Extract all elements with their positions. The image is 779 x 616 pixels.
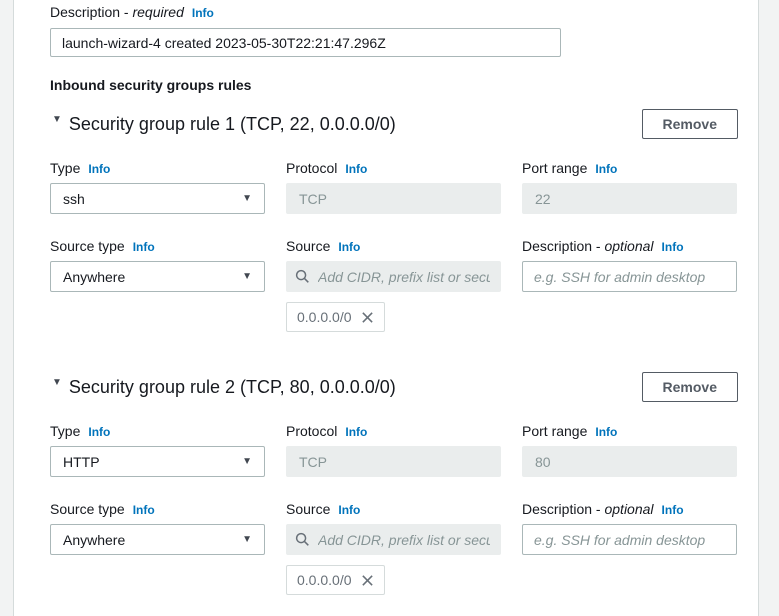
port-range-label: Port range xyxy=(522,160,588,176)
search-icon xyxy=(295,269,309,283)
security-group-rule-1-section: ▼ Security group rule 1 (TCP, 22, 0.0.0.… xyxy=(50,109,738,332)
protocol-field: Protocol Info xyxy=(286,424,501,477)
port-range-field: Port range Info xyxy=(522,161,737,214)
description-required-label-row: Description - required Info xyxy=(50,5,738,19)
protocol-input xyxy=(286,446,501,477)
protocol-label: Protocol xyxy=(286,160,338,176)
source-type-field: Source type Info Anywhere ▼ xyxy=(50,239,265,292)
type-select-value: HTTP xyxy=(63,453,100,470)
rule-description-input[interactable] xyxy=(522,261,737,292)
source-type-info-link[interactable]: Info xyxy=(132,240,155,254)
source-type-select[interactable]: Anywhere ▼ xyxy=(50,261,265,292)
source-search-box[interactable] xyxy=(286,261,501,292)
type-label: Type xyxy=(50,160,81,176)
source-field: Source Info 0.0.0.0/0 xyxy=(286,239,501,332)
chevron-down-icon: ▼ xyxy=(242,193,252,204)
protocol-field: Protocol Info xyxy=(286,161,501,214)
security-group-settings-panel: Description - required Info Inbound secu… xyxy=(13,0,759,616)
source-info-link[interactable]: Info xyxy=(338,240,361,254)
remove-chip-icon[interactable] xyxy=(361,311,374,324)
type-info-link[interactable]: Info xyxy=(88,162,111,176)
source-field: Source Info 0.0.0.0/0 xyxy=(286,502,501,595)
remove-chip-icon[interactable] xyxy=(361,574,374,587)
rule-1-expander[interactable]: ▼ Security group rule 1 (TCP, 22, 0.0.0.… xyxy=(50,113,396,135)
protocol-input xyxy=(286,183,501,214)
chip-value: 0.0.0.0/0 xyxy=(297,309,352,325)
source-cidr-chip: 0.0.0.0/0 xyxy=(286,565,385,595)
source-type-label: Source type xyxy=(50,238,125,254)
source-search-box[interactable] xyxy=(286,524,501,555)
optional-text: optional xyxy=(604,238,654,254)
type-select[interactable]: HTTP ▼ xyxy=(50,446,265,477)
type-select[interactable]: ssh ▼ xyxy=(50,183,265,214)
source-label: Source xyxy=(286,501,331,517)
type-field: Type Info HTTP ▼ xyxy=(50,424,265,477)
source-type-select[interactable]: Anywhere ▼ xyxy=(50,524,265,555)
rule-description-info-link[interactable]: Info xyxy=(661,503,684,517)
source-type-label: Source type xyxy=(50,501,125,517)
port-range-info-link[interactable]: Info xyxy=(595,425,618,439)
rule-2-expander[interactable]: ▼ Security group rule 2 (TCP, 80, 0.0.0.… xyxy=(50,376,396,398)
rule-description-field: Description - optional Info xyxy=(522,502,737,555)
rule-description-info-link[interactable]: Info xyxy=(661,240,684,254)
port-range-input xyxy=(522,446,737,477)
remove-rule-1-button[interactable]: Remove xyxy=(641,109,738,139)
type-field: Type Info ssh ▼ xyxy=(50,161,265,214)
type-select-value: ssh xyxy=(63,190,85,207)
description-required-label: Description - required xyxy=(50,5,184,19)
source-cidr-input[interactable] xyxy=(316,267,492,286)
port-range-info-link[interactable]: Info xyxy=(595,162,618,176)
rule-description-label: Description - optional xyxy=(522,239,654,253)
required-text: required xyxy=(132,4,184,20)
rule-description-label-text: Description - xyxy=(522,501,601,517)
protocol-info-link[interactable]: Info xyxy=(345,162,368,176)
search-icon xyxy=(295,532,309,546)
source-type-select-value: Anywhere xyxy=(63,268,126,285)
rule-description-field: Description - optional Info xyxy=(522,239,737,292)
source-info-link[interactable]: Info xyxy=(338,503,361,517)
port-range-input xyxy=(522,183,737,214)
source-type-select-value: Anywhere xyxy=(63,531,126,548)
rule-description-input[interactable] xyxy=(522,524,737,555)
chevron-down-icon: ▼ xyxy=(242,534,252,545)
rule-description-label-text: Description - xyxy=(522,238,601,254)
security-group-rule-2-section: ▼ Security group rule 2 (TCP, 80, 0.0.0.… xyxy=(50,372,738,595)
source-cidr-chip: 0.0.0.0/0 xyxy=(286,302,385,332)
chip-value: 0.0.0.0/0 xyxy=(297,572,352,588)
port-range-field: Port range Info xyxy=(522,424,737,477)
security-group-description-input[interactable] xyxy=(50,28,561,57)
source-label: Source xyxy=(286,238,331,254)
chevron-down-icon: ▼ xyxy=(242,456,252,467)
remove-rule-2-button[interactable]: Remove xyxy=(641,372,738,402)
source-cidr-input[interactable] xyxy=(316,530,492,549)
source-type-field: Source type Info Anywhere ▼ xyxy=(50,502,265,555)
type-info-link[interactable]: Info xyxy=(88,425,111,439)
rule-2-title: Security group rule 2 (TCP, 80, 0.0.0.0/… xyxy=(68,377,396,397)
optional-text: optional xyxy=(604,501,654,517)
expand-triangle-icon[interactable]: ▼ xyxy=(52,114,62,125)
expand-triangle-icon[interactable]: ▼ xyxy=(52,377,62,388)
protocol-info-link[interactable]: Info xyxy=(345,425,368,439)
port-range-label: Port range xyxy=(522,423,588,439)
protocol-label: Protocol xyxy=(286,423,338,439)
type-label: Type xyxy=(50,423,81,439)
rule-1-title: Security group rule 1 (TCP, 22, 0.0.0.0/… xyxy=(68,114,396,134)
chevron-down-icon: ▼ xyxy=(242,271,252,282)
description-info-link[interactable]: Info xyxy=(191,6,214,20)
source-type-info-link[interactable]: Info xyxy=(132,503,155,517)
inbound-rules-heading: Inbound security groups rules xyxy=(50,77,252,93)
rule-description-label: Description - optional xyxy=(522,502,654,516)
description-label-text: Description - xyxy=(50,4,129,20)
